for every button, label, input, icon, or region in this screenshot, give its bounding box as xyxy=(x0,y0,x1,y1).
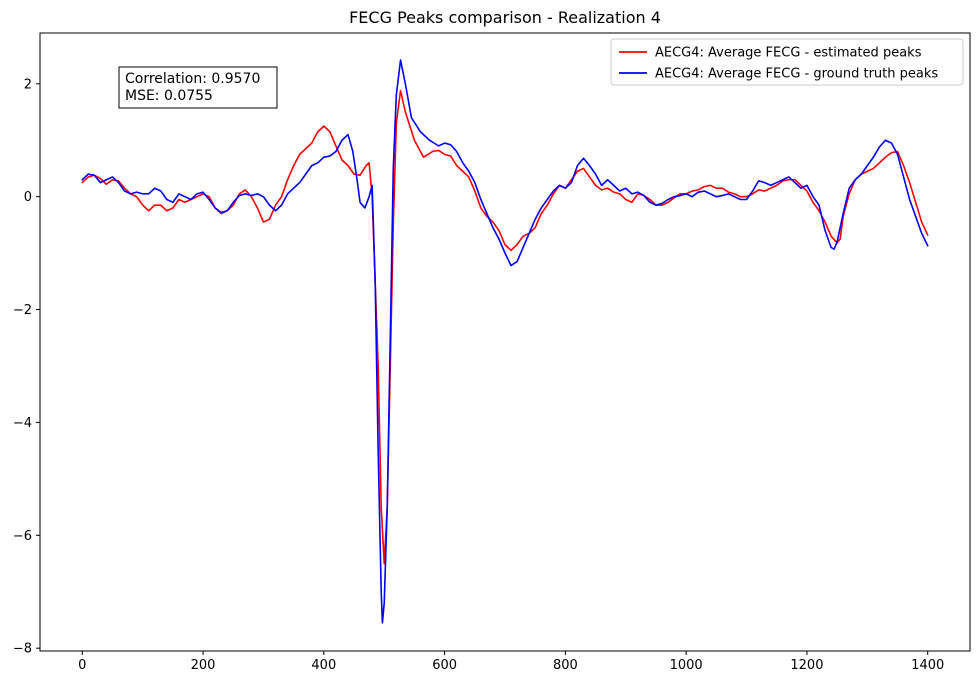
x-tick-label: 1000 xyxy=(670,658,703,673)
legend: AECG4: Average FECG - estimated peaks AEC… xyxy=(610,38,964,86)
x-tick-label: 400 xyxy=(311,658,336,673)
y-tick-label: 0 xyxy=(24,190,32,205)
y-tick-label: −8 xyxy=(13,642,32,657)
chart-title: FECG Peaks comparison - Realization 4 xyxy=(349,8,661,27)
x-tick-label: 1200 xyxy=(790,658,823,673)
y-tick-label: 2 xyxy=(24,77,32,92)
y-tick-label: −4 xyxy=(13,416,32,431)
y-tick-label: −2 xyxy=(13,303,32,318)
legend-box xyxy=(610,38,964,86)
stats-annotation: Correlation: 0.9570 MSE: 0.0755 xyxy=(118,66,278,109)
x-tick-label: 600 xyxy=(432,658,457,673)
y-tick-label: −6 xyxy=(13,529,32,544)
mse-label: MSE: 0.0755 xyxy=(125,88,213,104)
series-layer xyxy=(81,59,929,624)
correlation-label: Correlation: 0.9570 xyxy=(125,71,260,87)
series-line-1 xyxy=(81,59,929,624)
x-tick-label: 200 xyxy=(191,658,216,673)
x-tick-label: 1400 xyxy=(911,658,944,673)
y-axis: −8 −6 −4 −2 0 2 xyxy=(13,77,40,657)
x-tick-label: 0 xyxy=(78,658,86,673)
stats-annotation-box xyxy=(118,66,278,109)
plot-frame xyxy=(39,32,971,652)
legend-label-1: AECG4: Average FECG - ground truth peaks xyxy=(655,67,938,82)
legend-label-0: AECG4: Average FECG - estimated peaks xyxy=(655,46,922,61)
series-line-0 xyxy=(81,89,929,565)
x-axis: 0 200 400 600 800 1000 1200 1400 xyxy=(78,651,944,673)
x-tick-label: 800 xyxy=(553,658,578,673)
